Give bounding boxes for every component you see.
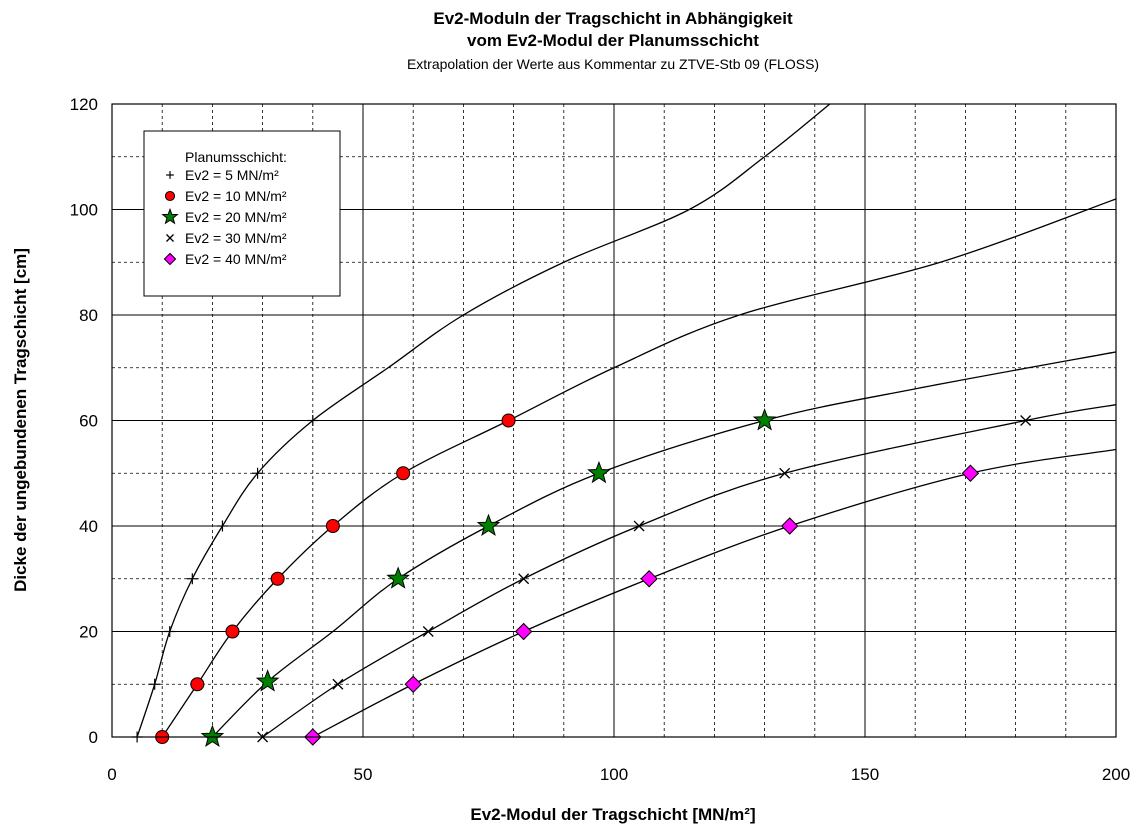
legend-label-4: Ev2 = 30 MN/m²: [185, 230, 287, 246]
data-point-series-2: [225, 624, 240, 639]
legend-label-1: Ev2 = 5 MN/m²: [185, 167, 279, 183]
y-tick-label: 60: [79, 412, 98, 431]
legend-title: Planumsschicht:: [185, 149, 287, 165]
data-point-series-1: [186, 573, 198, 585]
legend-box: [143, 130, 341, 297]
y-tick-label: 100: [70, 201, 98, 220]
data-point-series-5: [404, 675, 422, 693]
legend: Planumsschicht: Ev2 = 5 MN/m² Ev2 = 10 MN…: [143, 130, 341, 297]
x-tick-label: 100: [600, 765, 628, 784]
x-tick-label: 50: [354, 765, 373, 784]
data-point-series-4: [422, 626, 434, 637]
series-curve-4: [262, 404, 1116, 737]
legend-marker-1: [166, 171, 174, 179]
data-point-series-4: [779, 467, 791, 479]
data-point-series-3: [386, 566, 410, 589]
data-point-series-2: [501, 413, 516, 428]
chart-title: Ev2-Moduln der Tragschicht in Abhängigke…: [433, 9, 793, 28]
data-point-series-1: [149, 678, 161, 690]
data-point-series-4: [633, 520, 645, 532]
series-curve-1: [136, 104, 831, 737]
legend-label-5: Ev2 = 40 MN/m²: [185, 251, 287, 267]
x-tick-label: 200: [1102, 765, 1130, 784]
axis-tick-labels: 0 50 100 150 200 0 20 40 60 80 100 120: [70, 95, 1131, 784]
data-point-series-4: [1020, 415, 1032, 426]
data-point-series-3: [752, 408, 777, 431]
plot-area-frame: [111, 103, 1117, 738]
data-point-series-1: [252, 467, 264, 479]
data-point-series-1: [216, 520, 228, 532]
series-markers: [131, 408, 1032, 748]
data-point-series-5: [514, 622, 533, 641]
data-point-series-3: [476, 513, 501, 537]
legend-marker-5: [163, 252, 177, 266]
series-curve-3: [211, 351, 1116, 737]
data-point-series-3: [587, 460, 611, 484]
chart-title-line2: vom Ev2-Modul der Planumsschicht: [467, 31, 759, 50]
data-point-series-1: [307, 415, 319, 426]
y-tick-label: 80: [79, 306, 98, 325]
legend-label-3: Ev2 = 20 MN/m²: [185, 209, 287, 225]
legend-marker-4: [166, 234, 174, 242]
legend-marker-2: [164, 190, 176, 202]
x-tick-label: 150: [851, 765, 879, 784]
y-tick-label: 120: [70, 95, 98, 114]
data-point-series-5: [961, 464, 980, 482]
y-axis-label: Dicke der ungebundenen Tragschicht [cm]: [11, 248, 30, 592]
data-point-series-4: [332, 678, 344, 690]
data-point-series-2: [190, 677, 205, 692]
legend-marker-3: [161, 207, 179, 225]
y-tick-label: 40: [79, 517, 98, 536]
data-point-series-5: [640, 570, 658, 588]
data-point-series-4: [518, 573, 530, 585]
legend-label-2: Ev2 = 10 MN/m²: [185, 188, 287, 204]
chart-subtitle: Extrapolation der Werte aus Kommentar zu…: [407, 56, 819, 72]
data-point-series-2: [325, 519, 340, 533]
y-tick-label: 20: [79, 623, 98, 642]
y-tick-label: 0: [89, 728, 98, 747]
data-point-series-2: [270, 571, 285, 586]
data-point-series-3: [255, 669, 280, 692]
data-point-series-3: [200, 724, 225, 748]
data-point-series-1: [164, 626, 176, 637]
x-axis-label: Ev2-Modul der Tragschicht [MN/m²]: [470, 805, 755, 824]
x-tick-label: 0: [107, 765, 116, 784]
data-point-series-2: [396, 466, 411, 481]
grid-lines: [112, 104, 1116, 737]
data-point-series-5: [780, 517, 799, 535]
